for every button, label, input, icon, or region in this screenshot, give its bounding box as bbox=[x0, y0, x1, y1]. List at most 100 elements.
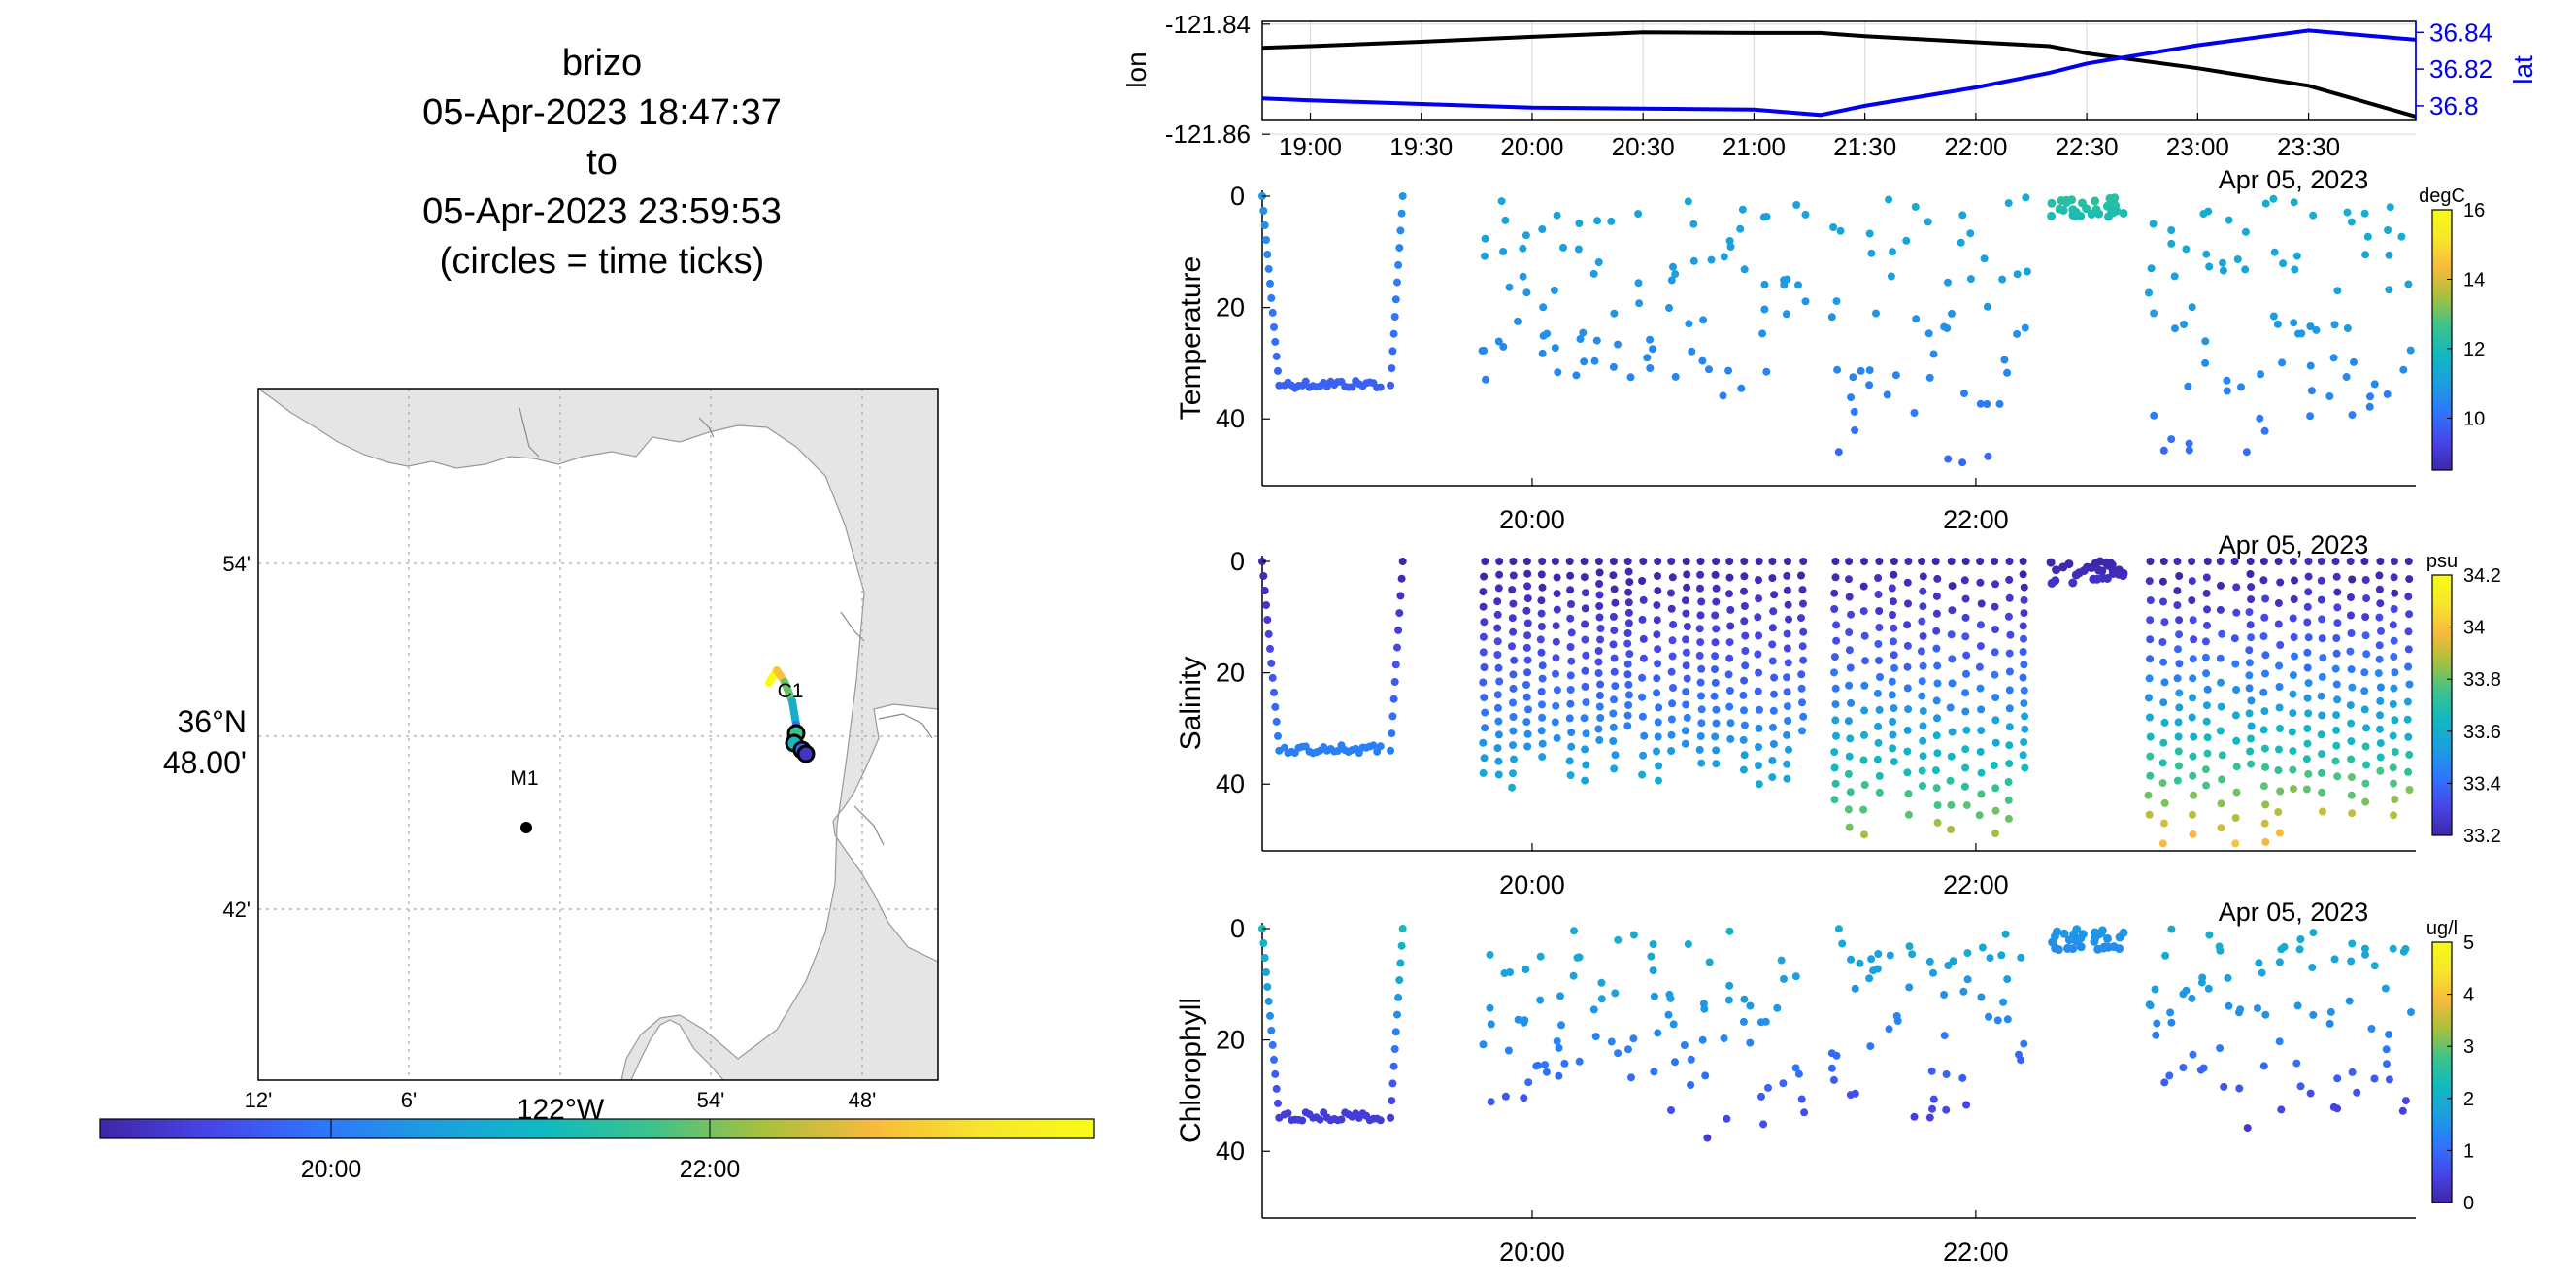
data-point bbox=[1610, 585, 1619, 593]
data-point bbox=[1719, 391, 1727, 400]
data-point bbox=[1393, 278, 1401, 287]
data-point bbox=[1966, 229, 1975, 238]
data-point bbox=[1998, 275, 2007, 284]
data-point bbox=[2361, 613, 2370, 622]
data-point bbox=[2173, 776, 2182, 785]
data-point bbox=[1875, 705, 1884, 714]
data-point bbox=[1389, 329, 1398, 338]
data-point bbox=[2390, 605, 2398, 613]
data-point bbox=[1929, 350, 1938, 358]
data-point bbox=[2047, 578, 2057, 588]
data-point bbox=[1509, 698, 1517, 707]
data-point bbox=[2175, 630, 2184, 639]
data-point bbox=[2230, 634, 2239, 643]
data-point bbox=[2145, 674, 2154, 683]
data-point bbox=[1872, 309, 1880, 318]
data-point bbox=[1696, 678, 1705, 687]
data-point bbox=[2376, 599, 2385, 608]
y-axis-label: Temperature bbox=[1175, 256, 1207, 420]
data-point bbox=[2189, 655, 2197, 663]
data-point bbox=[1576, 335, 1585, 343]
data-point bbox=[2145, 288, 2153, 297]
data-point bbox=[2022, 193, 2030, 202]
data-point bbox=[1712, 719, 1721, 728]
data-point bbox=[2205, 262, 2214, 271]
data-point bbox=[2366, 392, 2374, 401]
data-point bbox=[1847, 393, 1856, 402]
data-point bbox=[1866, 1042, 1875, 1051]
data-point bbox=[1829, 223, 1838, 231]
data-point bbox=[2159, 738, 2168, 747]
data-point bbox=[1889, 611, 1896, 619]
x-tick-label: 20:00 bbox=[1499, 870, 1565, 899]
data-point bbox=[2247, 760, 2256, 768]
data-point bbox=[1697, 597, 1706, 606]
data-point bbox=[1831, 700, 1840, 709]
data-point bbox=[1770, 690, 1778, 698]
data-point bbox=[2020, 686, 2028, 695]
data-point bbox=[1536, 952, 1545, 961]
data-point bbox=[2317, 730, 2325, 739]
data-point bbox=[1682, 558, 1690, 565]
data-point bbox=[1999, 998, 2008, 1006]
data-point bbox=[1961, 632, 1970, 641]
data-point bbox=[2232, 736, 2241, 745]
data-point bbox=[2347, 755, 2356, 763]
data-point bbox=[2304, 572, 2313, 581]
data-point bbox=[1684, 940, 1692, 948]
data-point bbox=[2329, 354, 2338, 362]
data-point bbox=[2304, 633, 2313, 642]
data-point bbox=[2188, 303, 2196, 312]
data-point bbox=[1538, 558, 1547, 565]
data-point bbox=[1397, 574, 1406, 583]
data-point bbox=[2020, 634, 2027, 643]
data-point bbox=[1865, 974, 1874, 983]
data-point bbox=[2150, 309, 2158, 318]
data-point bbox=[2005, 575, 2014, 584]
data-point bbox=[1625, 650, 1634, 659]
data-point bbox=[1581, 635, 1589, 644]
data-point bbox=[1388, 364, 1396, 373]
data-point bbox=[1800, 1108, 1809, 1117]
data-point bbox=[1689, 220, 1698, 228]
data-point bbox=[2145, 694, 2153, 702]
data-point bbox=[1649, 940, 1657, 949]
data-point bbox=[1687, 1055, 1695, 1064]
data-point bbox=[1653, 674, 1661, 683]
map-frame bbox=[257, 388, 939, 1081]
data-point bbox=[1741, 631, 1750, 640]
data-point bbox=[2166, 1008, 2175, 1017]
data-point bbox=[2202, 701, 2211, 710]
data-point bbox=[1567, 657, 1576, 665]
data-point bbox=[2020, 699, 2028, 708]
data-point bbox=[1501, 1092, 1510, 1101]
data-point bbox=[1595, 602, 1604, 610]
data-point bbox=[2376, 766, 2385, 775]
data-point bbox=[2292, 252, 2301, 260]
data-point bbox=[1510, 656, 1519, 664]
data-point bbox=[2158, 759, 2167, 767]
data-point bbox=[1623, 711, 1632, 720]
data-point bbox=[1553, 590, 1561, 598]
data-point bbox=[1910, 1112, 1919, 1121]
data-point bbox=[2216, 605, 2225, 614]
data-point bbox=[2170, 272, 2179, 281]
data-point bbox=[1838, 939, 1847, 948]
data-point bbox=[2330, 321, 2339, 329]
data-point bbox=[1638, 673, 1647, 682]
data-point bbox=[2347, 773, 2356, 782]
data-point bbox=[2333, 603, 2342, 612]
data-point bbox=[2079, 566, 2089, 575]
data-point bbox=[1783, 629, 1791, 638]
data-point bbox=[1506, 968, 1514, 976]
data-point bbox=[1991, 558, 1999, 565]
data-point bbox=[1725, 638, 1734, 647]
data-point bbox=[2254, 1004, 2261, 1012]
y-tick-label: 0 bbox=[1230, 547, 1245, 576]
data-point bbox=[1740, 617, 1749, 626]
data-point bbox=[1928, 1104, 1936, 1113]
data-point bbox=[1933, 801, 1942, 809]
data-point bbox=[1959, 987, 1968, 996]
data-point bbox=[2293, 1001, 2302, 1010]
data-point bbox=[2308, 964, 2317, 971]
